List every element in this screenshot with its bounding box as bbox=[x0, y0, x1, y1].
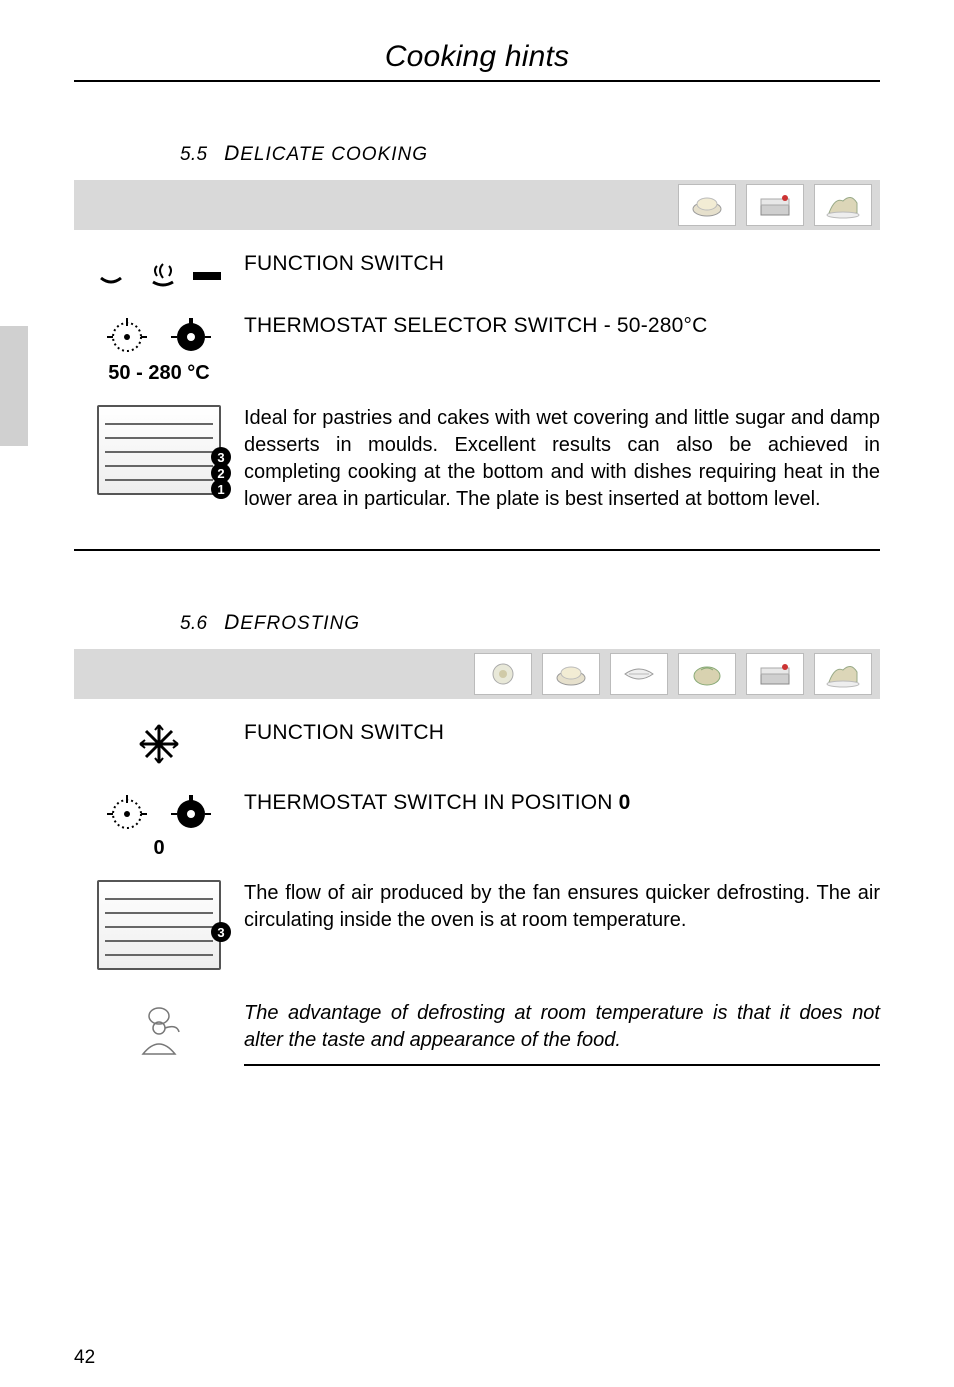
section-divider-1 bbox=[74, 549, 880, 551]
section-number-2: 5.6 bbox=[180, 613, 207, 634]
section-name: DDELICATE COOKINGELICATE COOKING bbox=[224, 144, 428, 165]
defrost-note: The advantage of defrosting at room temp… bbox=[244, 1000, 880, 1066]
food-thumb-f bbox=[814, 653, 872, 695]
section-heading-delicate: 5.5 DDELICATE COOKINGELICATE COOKING bbox=[180, 142, 954, 166]
chef-icon bbox=[129, 1000, 189, 1060]
food-thumb-2 bbox=[746, 184, 804, 226]
shelf-marker-1: 1 bbox=[211, 479, 231, 499]
oven-diagram: 3 2 1 bbox=[97, 405, 221, 495]
section-number: 5.5 bbox=[180, 144, 207, 165]
icon-bar-delicate bbox=[74, 180, 880, 230]
food-thumb-c bbox=[610, 653, 668, 695]
zero-label: 0 bbox=[153, 837, 164, 860]
function-switch-label: FUNCTION SWITCH bbox=[244, 250, 880, 278]
defrost-icon bbox=[134, 719, 184, 769]
chapter-title: Cooking hints bbox=[74, 36, 880, 80]
food-thumb-1 bbox=[678, 184, 736, 226]
shelf-marker-3b: 3 bbox=[211, 922, 231, 942]
thermostat-knobs bbox=[104, 312, 214, 358]
thermostat-label: THERMOSTAT SELECTOR SWITCH - 50-280°C bbox=[244, 312, 880, 340]
thermostat-knobs-2 bbox=[104, 789, 214, 835]
section-body-defrosting: The flow of air produced by the fan ensu… bbox=[244, 880, 880, 934]
food-thumb-a bbox=[474, 653, 532, 695]
thermostat-label-2: THERMOSTAT SWITCH IN POSITION 0THERMOSTA… bbox=[244, 789, 880, 817]
section-heading-defrosting: 5.6 DDEFROSTINGEFROSTING bbox=[180, 611, 954, 635]
food-thumb-3 bbox=[814, 184, 872, 226]
food-thumb-b bbox=[542, 653, 600, 695]
section-name-2: DDEFROSTINGEFROSTING bbox=[224, 613, 360, 634]
function-switch-icon-row bbox=[89, 250, 229, 292]
food-thumb-d bbox=[678, 653, 736, 695]
food-thumb-e bbox=[746, 653, 804, 695]
header-rule-top: Cooking hints bbox=[74, 36, 880, 82]
section-body-delicate: Ideal for pastries and cakes with wet co… bbox=[244, 405, 880, 513]
function-switch-label-2: FUNCTION SWITCH bbox=[244, 719, 880, 747]
temp-range-label: 50 - 280 °C bbox=[108, 362, 209, 385]
icon-bar-defrosting bbox=[74, 649, 880, 699]
page-number: 42 bbox=[74, 1347, 95, 1369]
oven-diagram-2: 3 bbox=[97, 880, 221, 970]
